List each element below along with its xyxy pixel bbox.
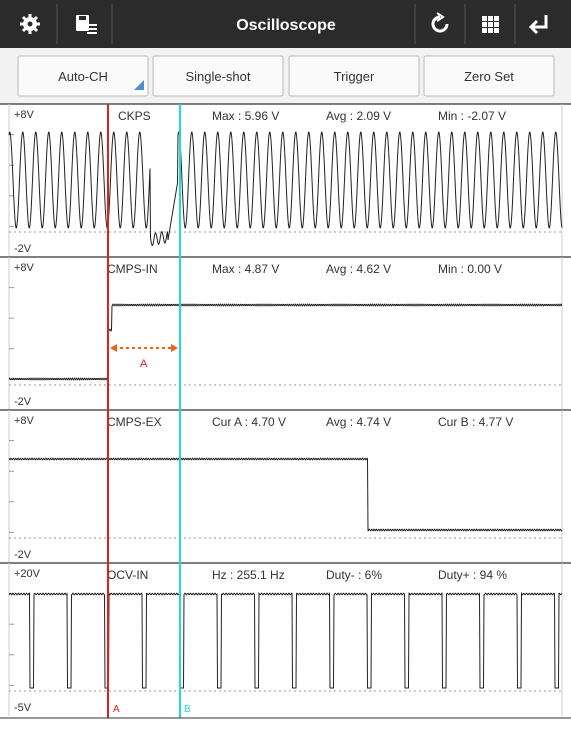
waveform (8, 457, 563, 532)
measure-label: A (140, 358, 148, 370)
channel-stat: Duty- : 6% (326, 568, 382, 582)
title: Oscilloscope (236, 17, 336, 34)
scale-bottom: -2V (14, 396, 32, 408)
save-icon[interactable] (76, 15, 97, 34)
back-icon[interactable] (528, 15, 548, 35)
channel-stat: Cur B : 4.77 V (438, 415, 513, 429)
button[interactable] (423, 55, 555, 97)
button[interactable] (17, 55, 149, 97)
channel-stat: Cur A : 4.70 V (212, 415, 286, 429)
waveform (8, 591, 563, 689)
scale-bottom: -2V (14, 243, 32, 255)
dropdown-corner (134, 80, 144, 90)
scale-top: +8V (14, 415, 35, 427)
button-label: Trigger (334, 69, 375, 84)
button-label: Auto-CH (58, 69, 108, 84)
channel-stat: Min : 0.00 V (438, 262, 502, 276)
channel-stat: Max : 5.96 V (212, 109, 279, 123)
channel-name: CMPS-EX (107, 415, 162, 429)
channel-stat: Hz : 255.1 Hz (212, 568, 285, 582)
channel-name: CKPS (118, 109, 151, 123)
cursor-a-label: A (113, 704, 120, 715)
measure-arrow (110, 344, 178, 352)
button-label: Single-shot (185, 69, 250, 84)
channel-stat: Avg : 2.09 V (326, 109, 391, 123)
channel-stat: Avg : 4.62 V (326, 262, 391, 276)
channel-name: CMPS-IN (107, 262, 158, 276)
refresh-icon[interactable] (431, 12, 449, 33)
channel-stat: Max : 4.87 V (212, 262, 279, 276)
scale-top: +8V (14, 262, 35, 274)
waveform (8, 303, 563, 381)
button[interactable] (288, 55, 420, 97)
cursor-b-label: B (184, 704, 191, 715)
channel-stat: Duty+ : 94 % (438, 568, 507, 582)
button[interactable] (152, 55, 284, 97)
grid-icon[interactable] (482, 16, 499, 33)
channel-name: OCV-IN (107, 568, 148, 582)
scale-bottom: -2V (14, 549, 32, 561)
channel-stat: Avg : 4.74 V (326, 415, 391, 429)
button-label: Zero Set (464, 69, 514, 84)
scale-bottom: -5V (14, 702, 32, 714)
scale-top: +20V (14, 568, 41, 580)
settings-icon[interactable] (20, 14, 40, 34)
scale-top: +8V (14, 109, 35, 121)
waveform (8, 131, 563, 247)
channel-stat: Min : -2.07 V (438, 109, 506, 123)
